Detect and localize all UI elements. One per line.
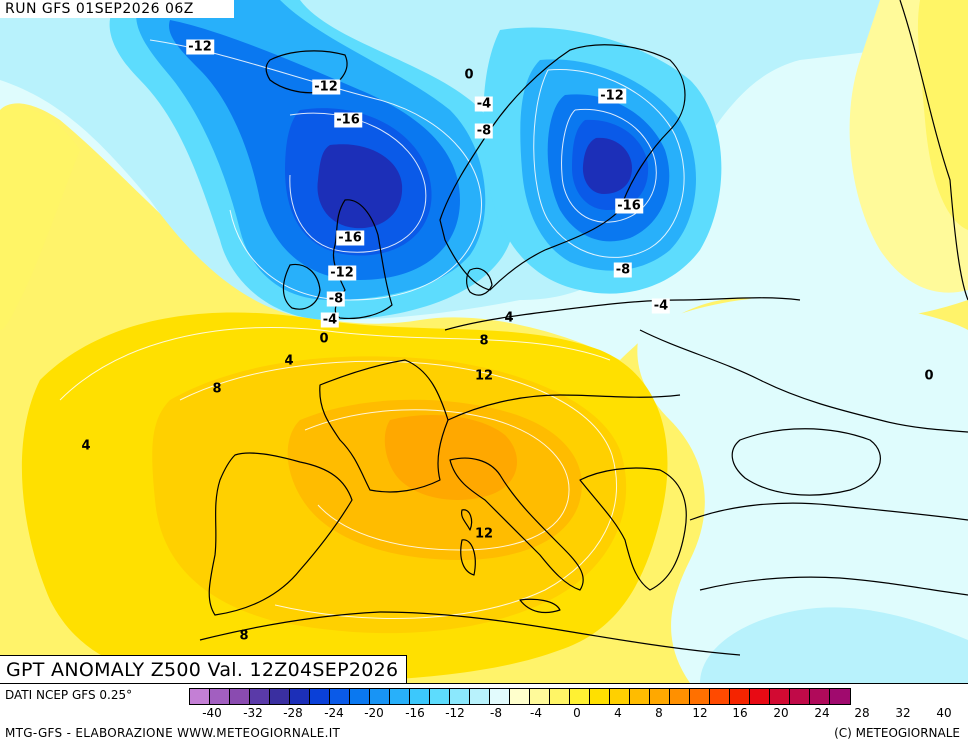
color-swatch (230, 689, 250, 704)
contour-label: -4 (320, 312, 340, 328)
color-swatch (610, 689, 630, 704)
site-credit: MTG-GFS - ELABORAZIONE WWW.METEOGIORNALE… (5, 726, 341, 740)
color-swatch (290, 689, 310, 704)
contour-label: 0 (319, 331, 329, 347)
contour-label: -16 (336, 230, 364, 246)
contour-label: 4 (81, 438, 91, 454)
footer: DATI NCEP GFS 0.25° -40 -32 -28 -24 -20 -16 -1… (0, 683, 968, 745)
contour-label: 12 (474, 368, 494, 384)
color-swatch (270, 689, 290, 704)
color-swatch (570, 689, 590, 704)
color-scale-tick: 40 (936, 706, 952, 720)
color-swatch (470, 689, 490, 704)
color-swatch (310, 689, 330, 704)
contour-label: -12 (598, 88, 626, 104)
contour-label: -12 (186, 39, 214, 55)
contour-label: 8 (479, 333, 489, 349)
color-swatch (350, 689, 370, 704)
color-swatch (190, 689, 210, 704)
color-scale-tick: -28 (283, 706, 303, 720)
contour-label: -8 (326, 291, 346, 307)
color-swatch (790, 689, 810, 704)
data-source: DATI NCEP GFS 0.25° (5, 688, 133, 702)
run-label: RUN GFS 01SEP2026 06Z (0, 0, 234, 18)
color-scale-tick: -20 (364, 706, 384, 720)
contour-label: 4 (504, 310, 514, 326)
color-scale-tick: -16 (405, 706, 425, 720)
contour-label: 8 (239, 628, 249, 644)
color-swatch (590, 689, 610, 704)
map-title: GPT ANOMALY Z500 Val. 12Z04SEP2026 (0, 655, 408, 683)
anomaly-field (0, 0, 968, 683)
color-scale-tick: -40 (202, 706, 222, 720)
color-swatch (370, 689, 390, 704)
color-scale-ticks: -40 -32 -28 -24 -20 -16 -12 -8 -4 0 4 8 12 16 20 24 28 32… (189, 706, 966, 722)
color-swatch (830, 689, 850, 704)
color-scale-bar (189, 688, 851, 705)
color-swatch (210, 689, 230, 704)
color-scale-tick: 4 (614, 706, 622, 720)
contour-label: 4 (284, 353, 294, 369)
color-scale-tick: -8 (490, 706, 502, 720)
color-scale-tick: 8 (655, 706, 663, 720)
color-swatch (550, 689, 570, 704)
color-scale-tick: 28 (854, 706, 870, 720)
color-scale-tick: 16 (732, 706, 748, 720)
color-scale-tick: 12 (692, 706, 708, 720)
color-scale-tick: 0 (573, 706, 581, 720)
color-swatch (630, 689, 650, 704)
color-swatch (250, 689, 270, 704)
contour-label: -12 (328, 265, 356, 281)
contour-label: -8 (613, 262, 633, 278)
color-scale-tick: 20 (773, 706, 789, 720)
color-swatch (430, 689, 450, 704)
contour-label: -4 (651, 298, 671, 314)
color-swatch (450, 689, 470, 704)
color-scale-tick: -4 (530, 706, 542, 720)
color-scale-tick: -24 (324, 706, 344, 720)
contour-label: -12 (312, 79, 340, 95)
contour-label: -4 (474, 96, 494, 112)
color-swatch (530, 689, 550, 704)
color-swatch (330, 689, 350, 704)
contour-label: 12 (474, 526, 494, 542)
color-swatch (750, 689, 770, 704)
contour-label: -8 (474, 123, 494, 139)
copyright: (C) METEOGIORNALE (834, 726, 960, 740)
contour-label: 0 (924, 368, 934, 384)
color-swatch (510, 689, 530, 704)
color-swatch (670, 689, 690, 704)
color-swatch (770, 689, 790, 704)
color-swatch (730, 689, 750, 704)
contour-label: -16 (334, 112, 362, 128)
color-scale-tick: 24 (814, 706, 830, 720)
color-swatch (710, 689, 730, 704)
color-swatch (650, 689, 670, 704)
contour-label: -16 (615, 198, 643, 214)
anomaly-map: RUN GFS 01SEP2026 06Z -12 -12 -16 -16 -12 -8 -… (0, 0, 968, 683)
color-scale-tick: 32 (895, 706, 911, 720)
color-scale-tick: -32 (243, 706, 263, 720)
color-swatch (810, 689, 830, 704)
color-scale-tick: -12 (445, 706, 465, 720)
color-swatch (410, 689, 430, 704)
contour-label: 0 (464, 67, 474, 83)
color-swatch (690, 689, 710, 704)
color-swatch (490, 689, 510, 704)
contour-label: 8 (212, 381, 222, 397)
color-swatch (390, 689, 410, 704)
